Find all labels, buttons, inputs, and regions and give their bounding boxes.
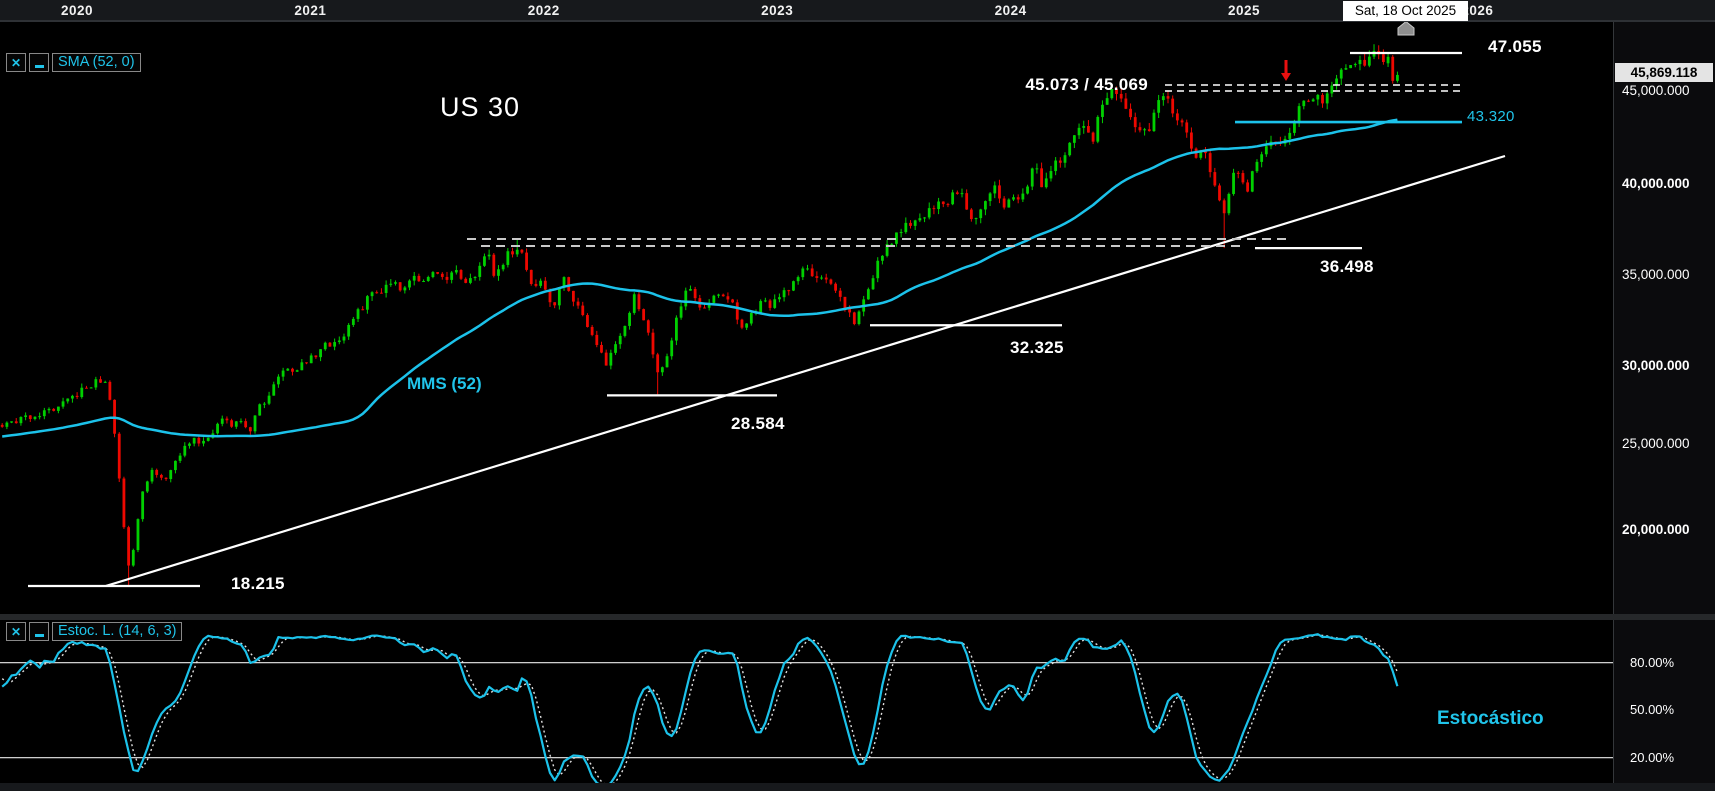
price-axis[interactable] [1613,22,1715,791]
time-axis-year-label: 2024 [994,3,1027,18]
close-icon: ✕ [10,624,22,639]
uptrend-line [105,154,1506,588]
annotation-double-top: 45.073 / 45.069 [1025,75,1148,94]
price-axis-tick: 25,000.000 [1622,436,1690,451]
stoch-axis-tick: 20.00% [1630,749,1675,765]
annotation-oct-2023-low: 32.325 [1010,338,1064,357]
indicator-close-button[interactable]: ✕ [6,53,26,72]
price-pane-layer [0,44,1506,588]
minimize-icon [34,65,44,68]
sell-signal-arrow-icon [1281,60,1291,81]
stoch-d-line [1,634,1399,783]
sma-line [2,118,1398,438]
time-axis[interactable]: 2026 2025 2024 2023 2022 2021 2020 Sat, 18 Oct… [0,0,1715,22]
price-axis-tick: 35,000.000 [1622,267,1690,282]
sma-line-label: MMS (52) [407,374,482,393]
time-axis-year-label: 2023 [761,3,794,18]
time-axis-year-label: 2020 [60,3,94,18]
minimize-icon [34,634,44,637]
indicator-close-button[interactable]: ✕ [6,622,26,641]
indicator-collapse-button[interactable] [29,622,49,641]
time-axis-year-label: 2026 [1461,3,1494,18]
annotation-sma-current: 43.320 [1467,108,1515,125]
stoch-axis-tick: 80.00% [1630,654,1675,670]
price-axis-tick: 45,000.000 [1622,83,1690,98]
indicator-collapse-button[interactable] [29,53,49,72]
time-axis-year-label: 2025 [1227,3,1261,18]
indicator-label[interactable]: Estoc. L. (14, 6, 3) [52,622,183,641]
annotation-oct-2022-low: 28.584 [731,414,785,433]
stoch-indicator-header: ✕ Estoc. L. (14, 6, 3) [6,622,183,641]
annotation-april-2025-low: 36.498 [1320,257,1374,276]
close-icon: ✕ [10,55,22,70]
bottom-axis-strip [0,783,1715,791]
price-axis-tick: 20,000.000 [1622,522,1690,537]
annotation-covid-low: 18.215 [231,574,285,593]
indicator-label[interactable]: SMA (52, 0) [52,53,141,72]
stoch-pane-layer [0,633,1613,783]
price-indicator-header: ✕ SMA (52, 0) [6,53,141,72]
candles-layer [0,44,1399,586]
stoch-axis-tick: 50.00% [1630,702,1675,718]
current-price-label: 45,869.118 [1615,63,1713,82]
time-axis-year-label: 2021 [294,3,327,18]
stochastic-watermark: Estocástico [1437,708,1544,729]
price-axis-tick: 40,000.000 [1622,176,1690,191]
time-axis-year-label: 2022 [527,3,560,18]
symbol-watermark: US 30 [440,92,521,122]
current-week-marker-icon [1397,20,1415,36]
stoch-k-line [1,633,1399,783]
pane-divider[interactable] [0,614,1715,620]
crosshair-date-label: Sat, 18 Oct 2025 [1343,1,1468,21]
price-axis-tick: 30,000.000 [1622,358,1690,373]
annotation-resistance-high: 47.055 [1488,37,1542,56]
